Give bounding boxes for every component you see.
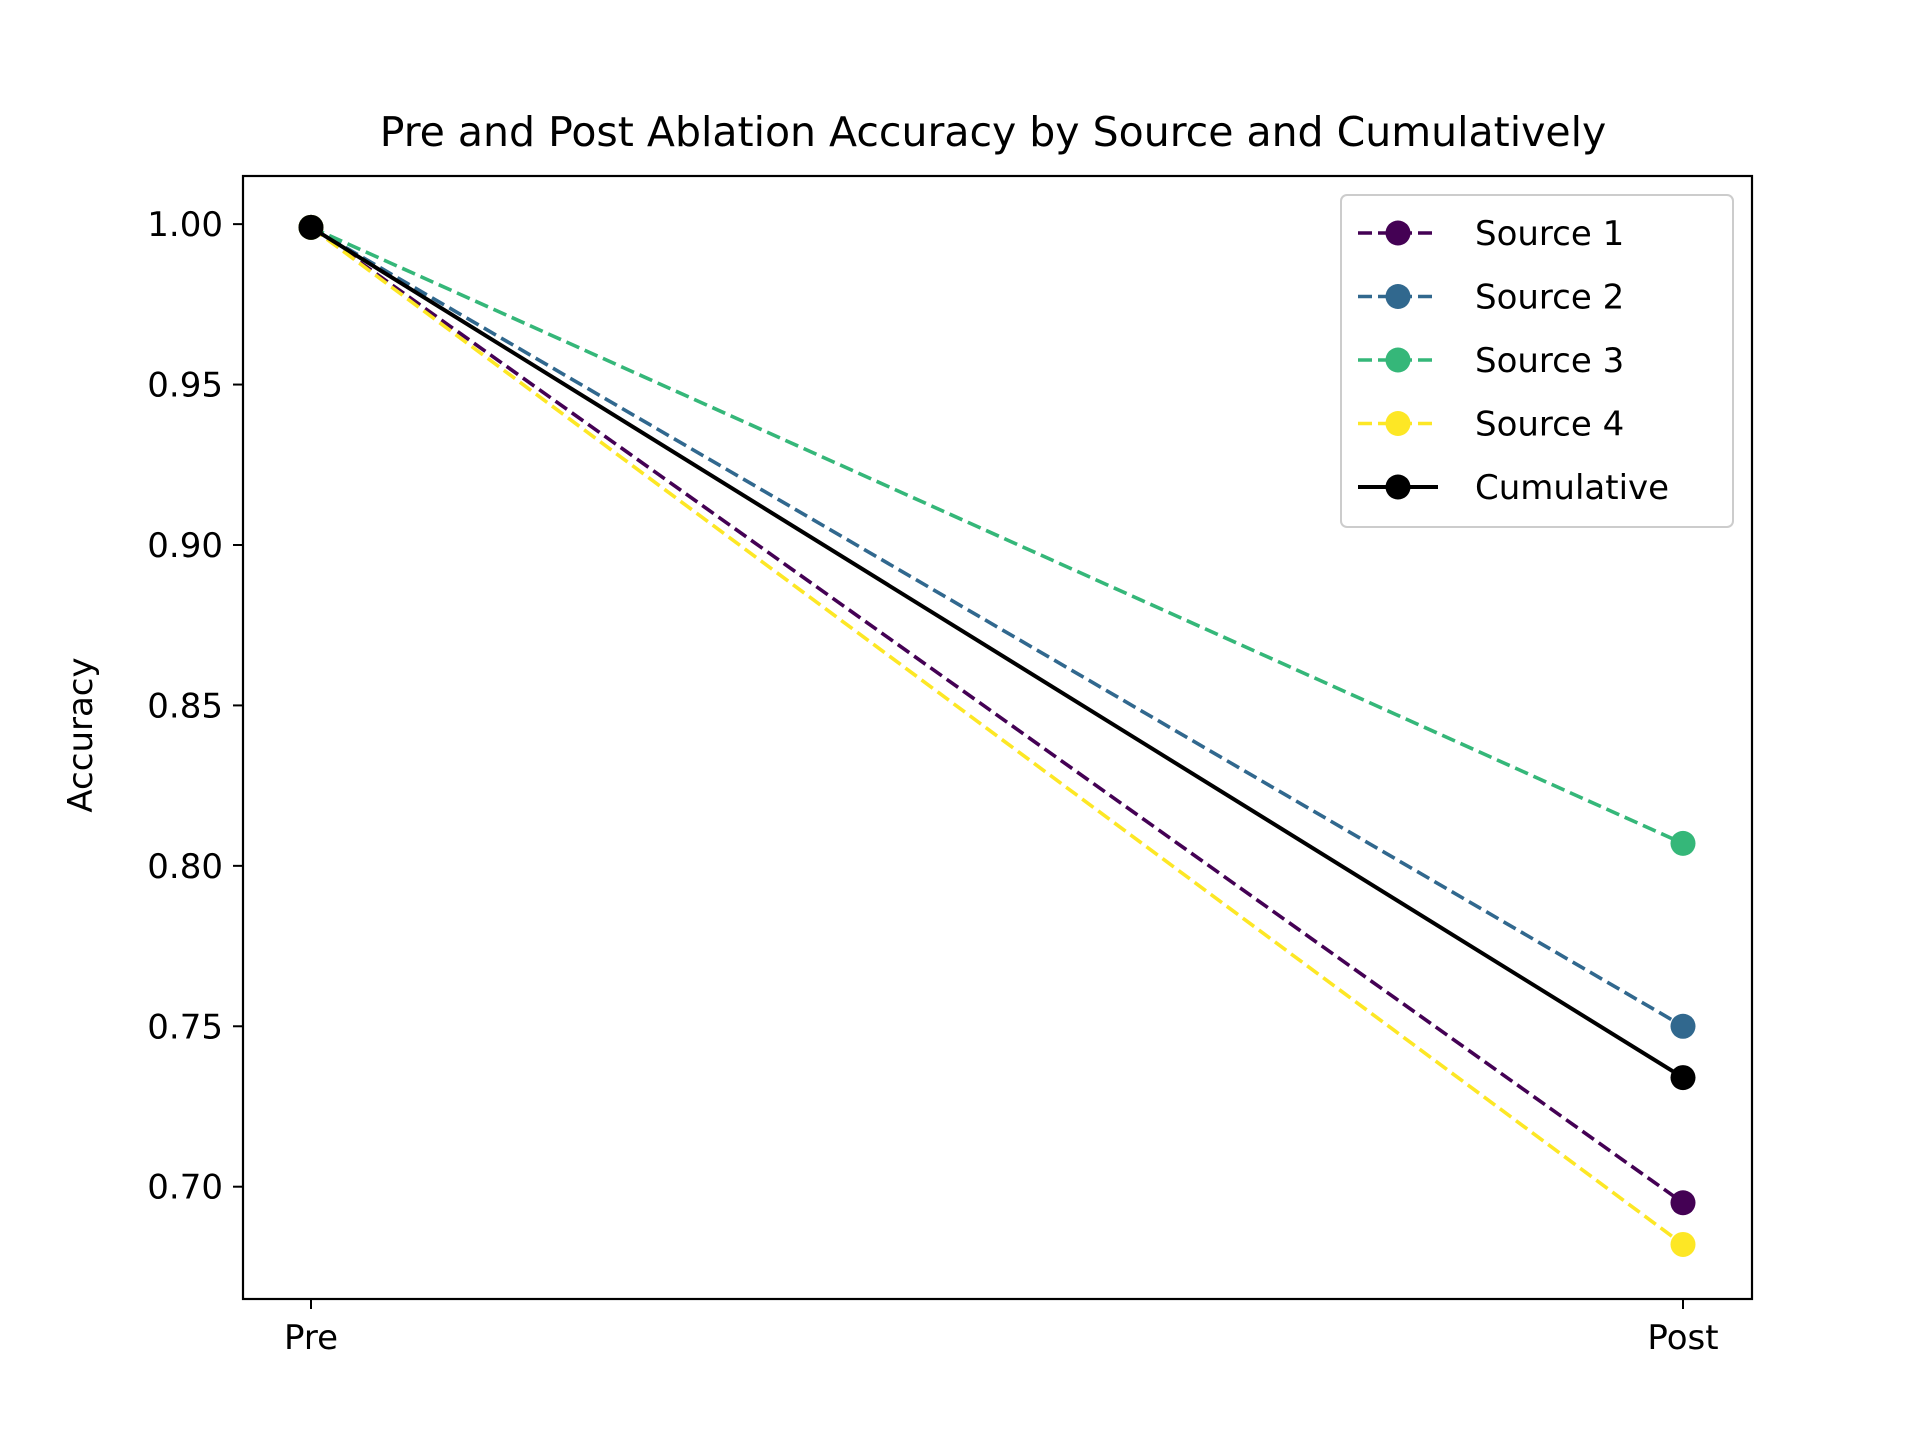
legend-swatch-marker <box>1385 220 1411 246</box>
legend-label: Source 4 <box>1475 405 1624 445</box>
data-point <box>1670 1190 1696 1216</box>
series-line <box>310 225 1684 1028</box>
y-tick-label: 1.00 <box>147 205 223 245</box>
y-tick-label: 0.75 <box>147 1007 223 1047</box>
y-axis-label: Accuracy <box>61 657 101 812</box>
legend-label: Source 2 <box>1475 278 1624 318</box>
legend-swatch-marker <box>1385 411 1411 436</box>
series-line <box>310 225 1684 846</box>
series-line <box>309 225 1685 1246</box>
y-tick-label: 0.90 <box>147 526 223 566</box>
legend-swatch-marker <box>1385 284 1411 309</box>
legend-swatch-marker <box>1385 347 1411 373</box>
x-tick-label: Post <box>1647 1318 1718 1358</box>
legend-label: Cumulative <box>1475 468 1669 508</box>
data-point <box>1670 1065 1696 1091</box>
y-tick-label: 0.70 <box>147 1168 223 1208</box>
data-point <box>298 214 324 240</box>
series-line <box>309 225 1685 1080</box>
legend-label: Source 3 <box>1475 341 1624 381</box>
axes-ticks: 0.70 0.75 0.80 0.85 0.90 0.95 1.00 Pre Post <box>147 205 1718 1358</box>
x-tick-label: Pre <box>284 1318 338 1358</box>
y-tick-label: 0.85 <box>147 686 223 726</box>
plot-area <box>241 174 1754 1301</box>
legend-swatch-marker <box>1385 474 1411 500</box>
chart-title: Pre and Post Ablation Accuracy by Source… <box>380 108 1607 156</box>
y-tick-label: 0.80 <box>147 847 223 887</box>
legend-box <box>1340 194 1734 528</box>
data-point <box>1670 1231 1696 1257</box>
legend: Source 1 Source 2 Source 3 Source 4 Cumulati… <box>1340 194 1734 528</box>
data-point <box>1670 1013 1696 1039</box>
data-point <box>1670 830 1696 856</box>
legend-label: Source 1 <box>1475 214 1624 254</box>
y-tick-label: 0.95 <box>147 366 223 406</box>
plot-frame <box>241 174 1754 1301</box>
series-line <box>309 225 1685 1205</box>
series-group <box>298 214 1696 1257</box>
